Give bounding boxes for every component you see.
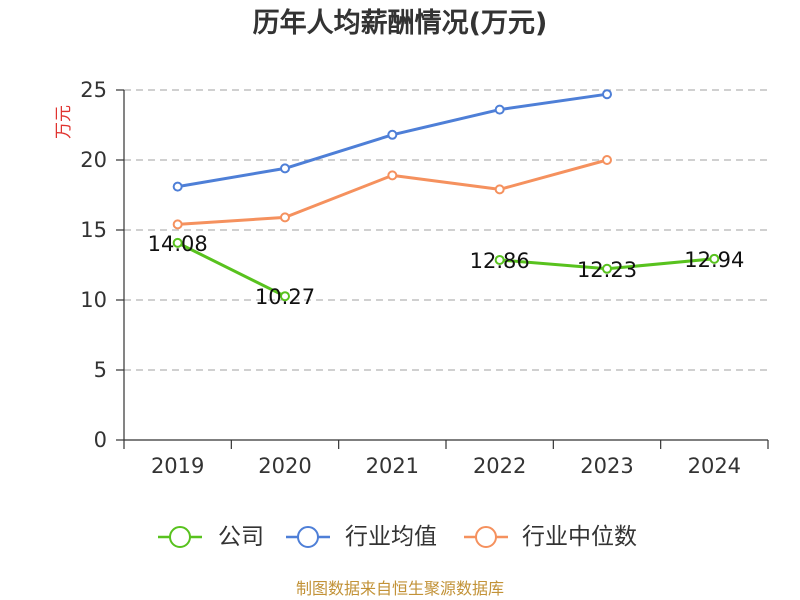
data-label-company-2022: 12.86 bbox=[470, 249, 530, 273]
axes bbox=[116, 89, 769, 449]
y-axis-label: 万元 bbox=[54, 105, 74, 139]
y-tick-label: 5 bbox=[94, 358, 107, 382]
x-tick-label: 2022 bbox=[473, 454, 526, 478]
legend-item-industry-mean[interactable]: 行业均值 bbox=[286, 524, 437, 550]
data-point-company-2024[interactable] bbox=[709, 253, 720, 264]
data-point-industry-mean-2019[interactable] bbox=[172, 181, 183, 192]
data-point-industry-median-2023[interactable] bbox=[602, 155, 612, 165]
y-tick-label: 20 bbox=[80, 148, 107, 172]
y-tick-label: 25 bbox=[80, 78, 107, 102]
data-point-industry-mean-2021[interactable] bbox=[387, 129, 398, 140]
legend-label-industry-mean: 行业均值 bbox=[345, 524, 437, 550]
data-point-industry-median-2019[interactable] bbox=[172, 219, 183, 230]
source-footer: 制图数据来自恒生聚源数据库 bbox=[296, 579, 504, 598]
legend-icon-circle bbox=[297, 526, 319, 548]
y-tick-label: 10 bbox=[80, 288, 107, 312]
x-tick-label: 2021 bbox=[366, 454, 419, 478]
legend-icon-circle bbox=[475, 526, 497, 548]
legend-icon-circle bbox=[169, 526, 191, 548]
data-labels: 14.08 10.27 12.86 12.23 12.94 bbox=[148, 232, 745, 309]
data-label-company-2023: 12.23 bbox=[577, 258, 637, 282]
x-tick-label: 2019 bbox=[151, 454, 204, 478]
legend-line-circle-icon bbox=[464, 526, 508, 548]
data-label-company-2019: 14.08 bbox=[148, 232, 208, 256]
legend-item-company[interactable]: 公司 bbox=[158, 524, 264, 550]
data-label-company-2024: 12.94 bbox=[684, 248, 744, 272]
legend-item-industry-median[interactable]: 行业中位数 bbox=[464, 524, 637, 550]
data-point-industry-median-2022[interactable] bbox=[494, 184, 505, 195]
data-label-company-2020: 10.27 bbox=[255, 285, 315, 309]
series-lines bbox=[172, 89, 720, 302]
y-tick-label: 15 bbox=[80, 218, 107, 242]
x-tick-label: 2023 bbox=[580, 454, 633, 478]
data-point-industry-mean-2023[interactable] bbox=[602, 89, 612, 100]
legend-line-circle-icon bbox=[286, 526, 330, 548]
legend: 公司 行业均值 行业中位数 bbox=[158, 524, 637, 550]
series-line-company bbox=[176, 241, 287, 298]
data-point-industry-mean-2020[interactable] bbox=[280, 163, 290, 174]
chart-title: 历年人均薪酬情况(万元) bbox=[253, 7, 548, 39]
legend-label-industry-median: 行业中位数 bbox=[522, 524, 637, 550]
tick-labels: 0 5 10 15 20 25 2019 2020 2021 2022 2023 2024 bbox=[80, 78, 741, 478]
data-point-company-2019[interactable] bbox=[172, 237, 183, 248]
data-point-industry-median-2021[interactable] bbox=[387, 170, 398, 181]
x-tick-label: 2024 bbox=[688, 454, 741, 478]
legend-label-company: 公司 bbox=[218, 524, 264, 550]
data-point-company-2020[interactable] bbox=[280, 291, 290, 302]
x-tick-label: 2020 bbox=[258, 454, 311, 478]
data-point-company-2023[interactable] bbox=[602, 263, 612, 274]
legend-line-circle-icon bbox=[158, 526, 202, 548]
data-point-industry-median-2020[interactable] bbox=[280, 212, 290, 223]
data-point-industry-mean-2022[interactable] bbox=[494, 104, 505, 115]
data-point-company-2022[interactable] bbox=[494, 254, 505, 265]
y-tick-label: 0 bbox=[94, 428, 107, 452]
